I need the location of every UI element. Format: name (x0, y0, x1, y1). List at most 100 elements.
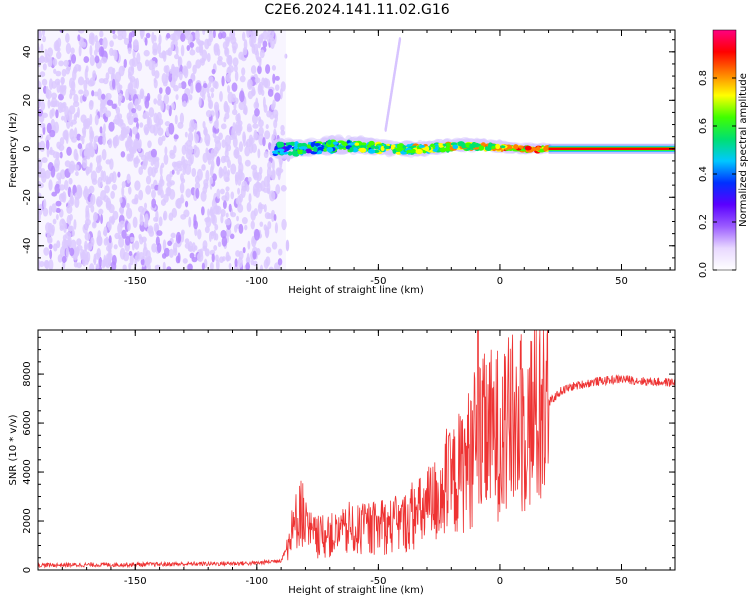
spectrogram-cell (488, 142, 493, 148)
spectrogram-cell (43, 198, 47, 209)
spectrogram-cell (134, 98, 140, 110)
spectrogram-cell (41, 157, 48, 163)
spectrogram-cell (128, 250, 133, 257)
spectrogram-cell (95, 155, 101, 164)
spectrogram-cell (51, 203, 57, 213)
spectrogram-cell (63, 84, 67, 91)
spectrogram-cell (59, 136, 65, 146)
spectrogram-cell (71, 136, 78, 143)
spectrogram-cell (154, 158, 160, 170)
spectrogram-cell (314, 143, 321, 147)
y-tick-label: 40 (22, 45, 33, 58)
spectrogram-cell (210, 231, 214, 240)
spectrogram-cell (128, 186, 132, 195)
spectrogram-cell (205, 147, 209, 156)
spectrogram-cell (513, 144, 519, 150)
spectrogram-cell (226, 37, 230, 44)
spectrogram-cell (144, 59, 150, 67)
spectrogram-frame (37, 29, 676, 271)
spectrogram-cell (228, 203, 232, 213)
spectrogram-cell (131, 144, 138, 152)
spectrogram-cell (257, 148, 261, 159)
spectrogram-cell (134, 240, 140, 250)
spectrogram-cell (239, 75, 246, 83)
spectrogram-cell (217, 55, 223, 62)
x-tick-label: 0 (497, 576, 503, 587)
spectrogram-cell (221, 75, 225, 87)
spectrogram-cell (85, 205, 90, 218)
spectrogram-cell (188, 216, 192, 228)
spectrogram-cell (47, 161, 54, 172)
spectrogram-cell (121, 181, 126, 188)
spectrogram-cell (332, 141, 339, 145)
spectrogram-cell (243, 107, 248, 115)
spectrogram-y-axis: -40 -20 0 20 40 (22, 39, 675, 271)
spectrogram-cell (73, 219, 77, 230)
spectrogram-cell (45, 86, 49, 95)
spectrogram-cell (242, 247, 246, 254)
spectrogram-cell (161, 253, 167, 259)
spectrogram-cell (76, 238, 82, 246)
spectrogram-cell (56, 141, 62, 149)
spectrogram-cell (144, 99, 150, 109)
spectrogram-cell (219, 188, 225, 195)
spectrogram-cell (184, 200, 189, 208)
spectrogram-cell (151, 189, 156, 199)
spectrogram-cell (118, 84, 123, 90)
spectrogram-cell (180, 44, 185, 57)
spectrogram-cell (245, 256, 251, 264)
spectrogram-cell (129, 253, 134, 266)
spectrogram-cell (233, 64, 238, 73)
spectrogram-cell (64, 160, 71, 168)
spectrogram-cell (163, 94, 170, 105)
spectrogram-cell (35, 149, 38, 158)
spectrogram-cell (219, 91, 223, 102)
spectrogram-cell (212, 30, 216, 39)
spectrogram-cell (81, 135, 85, 145)
spectrogram-cell (103, 123, 106, 133)
spectrogram-cell (299, 146, 308, 150)
spectrogram-cell (120, 151, 126, 158)
spectrogram-cell (225, 73, 231, 83)
spectrogram-cell (189, 34, 193, 43)
spectrogram-cell (245, 262, 251, 270)
spectrogram-cell (216, 156, 221, 167)
spectrogram-cell (127, 82, 134, 94)
spectrogram-cell (63, 114, 68, 123)
spectrogram-cell (169, 152, 176, 160)
spectrogram-cell (41, 78, 48, 86)
spectrogram-cell (225, 227, 232, 237)
spectrogram-cell (212, 132, 217, 138)
spectrogram-cell (86, 243, 93, 251)
spectrogram-cell (195, 59, 202, 69)
spectrogram-cell (239, 90, 245, 103)
spectrogram-cell (193, 245, 198, 251)
spectrogram-cell (112, 30, 116, 35)
spectrogram-cell (179, 182, 185, 194)
spectrogram-cell (138, 252, 145, 260)
spectrogram-cell (296, 149, 304, 155)
spectrogram-cell (117, 222, 123, 235)
spectrogram-cell (76, 262, 82, 269)
snr-series (38, 330, 675, 569)
spectrogram-cell (170, 232, 176, 239)
spectrogram-cell (105, 236, 109, 244)
spectrogram-cell (158, 52, 166, 59)
spectrogram-cell (255, 97, 259, 108)
spectrogram-cell (112, 137, 116, 147)
spectrogram-cell (49, 56, 53, 67)
spectrogram-cell (171, 169, 175, 175)
spectrogram-cell (262, 96, 266, 109)
spectrogram-cell (246, 202, 252, 213)
spectrogram-cell (132, 216, 138, 228)
spectrogram-cell (224, 191, 230, 202)
spectrogram-cell (204, 217, 211, 223)
spectrogram-cell (297, 142, 304, 147)
spectrogram-cell (173, 30, 178, 36)
x-tick-label: -150 (124, 576, 147, 587)
spectrogram-cell (115, 106, 121, 115)
snr-x-axis: -150 -100 -50 0 50 (37, 330, 671, 587)
spectrogram-cell (277, 168, 281, 181)
spectrogram-cell (214, 118, 219, 130)
spectrogram-cell (248, 141, 254, 154)
